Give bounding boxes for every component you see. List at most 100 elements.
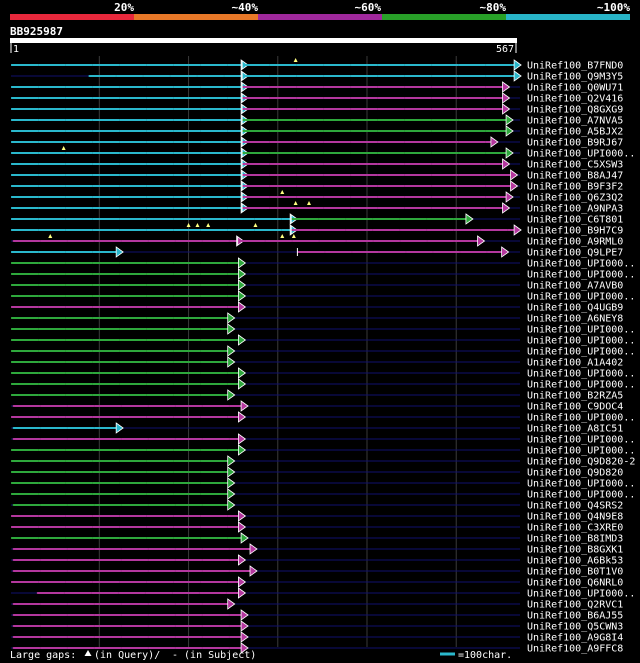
- hit-label[interactable]: UniRef100_UPI000..: [527, 270, 635, 281]
- hit-label[interactable]: UniRef100_A6NEY8: [527, 314, 623, 325]
- hit-label[interactable]: UniRef100_A9FFC8: [527, 644, 623, 655]
- hit-row[interactable]: UniRef100_UPI000..: [11, 433, 635, 446]
- hit-label[interactable]: UniRef100_A9RML0: [527, 237, 623, 248]
- hit-row[interactable]: UniRef100_UPI000..: [11, 488, 635, 501]
- hit-label[interactable]: UniRef100_C5XSW3: [527, 160, 623, 171]
- hit-label[interactable]: UniRef100_Q8GXG9: [527, 105, 623, 116]
- hit-row[interactable]: UniRef100_Q8GXG9: [11, 103, 623, 116]
- hit-row[interactable]: UniRef100_B8GXK1: [11, 543, 623, 556]
- hit-label[interactable]: UniRef100_Q9M3Y5: [527, 72, 623, 83]
- hit-label[interactable]: UniRef100_Q6NRL0: [527, 578, 623, 589]
- hit-row[interactable]: UniRef100_A7AVB0: [11, 279, 623, 292]
- hit-row[interactable]: UniRef100_A8IC51: [11, 422, 623, 435]
- hit-row[interactable]: UniRef100_C3XRE0: [11, 521, 623, 534]
- hit-label[interactable]: UniRef100_UPI000..: [527, 369, 635, 380]
- hit-row[interactable]: UniRef100_A7NVA5: [11, 114, 623, 127]
- hit-row[interactable]: UniRef100_UPI000..: [11, 477, 635, 490]
- hit-label[interactable]: UniRef100_A6Bk53: [527, 556, 623, 567]
- hit-label[interactable]: UniRef100_A9G8I4: [527, 633, 623, 644]
- hit-row[interactable]: UniRef100_A9FFC8: [11, 642, 623, 655]
- hit-row[interactable]: UniRef100_UPI000..: [11, 323, 635, 336]
- hit-row[interactable]: UniRef100_B6AJ55: [11, 609, 623, 622]
- hit-label[interactable]: UniRef100_C9DOC4: [527, 402, 623, 413]
- hit-row[interactable]: UniRef100_B8IMD3: [11, 532, 623, 545]
- hit-label[interactable]: UniRef100_Q4SRS2: [527, 501, 623, 512]
- hit-row[interactable]: UniRef100_B2RZA5: [11, 389, 623, 402]
- hit-label[interactable]: UniRef100_UPI000..: [527, 490, 635, 501]
- hit-label[interactable]: UniRef100_Q0WU71: [527, 83, 623, 94]
- hit-row[interactable]: UniRef100_B9F3F2: [11, 180, 623, 193]
- hit-row[interactable]: UniRef100_C6T801: [11, 213, 623, 226]
- hit-label[interactable]: UniRef100_B9F3F2: [527, 182, 623, 193]
- hit-label[interactable]: UniRef100_Q9LPE7: [527, 248, 623, 259]
- hit-label[interactable]: UniRef100_UPI000..: [527, 413, 635, 424]
- hit-row[interactable]: UniRef100_Q4N9E8: [11, 510, 623, 523]
- hit-label[interactable]: UniRef100_UPI000..: [527, 149, 635, 160]
- hit-label[interactable]: UniRef100_UPI000..: [527, 380, 635, 391]
- hit-row[interactable]: UniRef100_Q4SRS2: [11, 499, 623, 512]
- hit-label[interactable]: UniRef100_B0T1V0: [527, 567, 623, 578]
- hit-label[interactable]: UniRef100_A5BJX2: [527, 127, 623, 138]
- hit-label[interactable]: UniRef100_UPI000..: [527, 292, 635, 303]
- hit-label[interactable]: UniRef100_A7NVA5: [527, 116, 623, 127]
- hit-label[interactable]: UniRef100_B8AJ47: [527, 171, 623, 182]
- hit-label[interactable]: UniRef100_UPI000..: [527, 336, 635, 347]
- hit-label[interactable]: UniRef100_UPI000..: [527, 347, 635, 358]
- hit-label[interactable]: UniRef100_A1A402: [527, 358, 623, 369]
- hit-row[interactable]: UniRef100_A9G8I4: [11, 631, 623, 644]
- hit-row[interactable]: UniRef100_Q5CWN3: [11, 620, 623, 633]
- hit-row[interactable]: UniRef100_B9H7C9: [11, 223, 623, 237]
- hit-label[interactable]: UniRef100_B9RJ67: [527, 138, 623, 149]
- hit-label[interactable]: UniRef100_A7AVB0: [527, 281, 623, 292]
- hit-label[interactable]: UniRef100_Q5CWN3: [527, 622, 623, 633]
- hit-row[interactable]: UniRef100_UPI000..: [11, 411, 635, 424]
- hit-label[interactable]: UniRef100_UPI000..: [527, 435, 635, 446]
- hit-row[interactable]: UniRef100_A6Bk53: [11, 554, 623, 567]
- hit-row[interactable]: UniRef100_B7FND0: [11, 58, 623, 72]
- hit-row[interactable]: UniRef100_C5XSW3: [11, 158, 623, 171]
- hit-label[interactable]: UniRef100_C6T801: [527, 215, 623, 226]
- hit-label[interactable]: UniRef100_UPI000..: [527, 446, 635, 457]
- hit-row[interactable]: UniRef100_UPI000..: [11, 345, 635, 358]
- hit-row[interactable]: UniRef100_UPI000..: [11, 268, 635, 281]
- hit-label[interactable]: UniRef100_A9NPA3: [527, 204, 623, 215]
- hit-row[interactable]: UniRef100_UPI000..: [11, 367, 635, 380]
- hit-row[interactable]: UniRef100_B0T1V0: [11, 565, 623, 578]
- hit-row[interactable]: UniRef100_A9NPA3: [11, 201, 623, 215]
- hit-row[interactable]: UniRef100_UPI000..: [11, 257, 635, 270]
- hit-label[interactable]: UniRef100_UPI000..: [527, 325, 635, 336]
- hit-label[interactable]: UniRef100_Q2V416: [527, 94, 623, 105]
- hit-label[interactable]: UniRef100_UPI000..: [527, 479, 635, 490]
- hit-row[interactable]: UniRef100_UPI000..: [11, 334, 635, 347]
- hit-row[interactable]: UniRef100_Q2RVC1: [11, 598, 623, 611]
- hit-row[interactable]: UniRef100_UPI000..: [11, 290, 635, 303]
- hit-row[interactable]: UniRef100_UPI000..: [11, 587, 635, 600]
- hit-row[interactable]: UniRef100_Q0WU71: [11, 81, 623, 94]
- hit-label[interactable]: UniRef100_C3XRE0: [527, 523, 623, 534]
- hit-row[interactable]: UniRef100_C9DOC4: [11, 400, 623, 413]
- hit-row[interactable]: UniRef100_Q9M3Y5: [11, 70, 623, 83]
- hit-label[interactable]: UniRef100_B9H7C9: [527, 226, 623, 237]
- hit-row[interactable]: UniRef100_Q6NRL0: [11, 576, 623, 589]
- hit-row[interactable]: UniRef100_A6NEY8: [11, 312, 623, 325]
- hit-row[interactable]: UniRef100_Q9LPE7: [11, 246, 623, 259]
- hit-row[interactable]: UniRef100_B9RJ67: [11, 136, 623, 149]
- hit-row[interactable]: UniRef100_Q6Z3Q2: [11, 190, 623, 204]
- hit-label[interactable]: UniRef100_B8GXK1: [527, 545, 623, 556]
- hit-label[interactable]: UniRef100_B6AJ55: [527, 611, 623, 622]
- hit-label[interactable]: UniRef100_Q9D820: [527, 468, 623, 479]
- hit-label[interactable]: UniRef100_Q4N9E8: [527, 512, 623, 523]
- hit-row[interactable]: UniRef100_UPI000..: [11, 444, 635, 457]
- hit-row[interactable]: UniRef100_A9RML0: [11, 234, 623, 248]
- hit-row[interactable]: UniRef100_Q9D820-2: [11, 455, 635, 468]
- hit-label[interactable]: UniRef100_Q9D820-2: [527, 457, 635, 468]
- hit-row[interactable]: UniRef100_UPI000..: [11, 378, 635, 391]
- hit-label[interactable]: UniRef100_Q2RVC1: [527, 600, 623, 611]
- hit-label[interactable]: UniRef100_B7FND0: [527, 61, 623, 72]
- hit-label[interactable]: UniRef100_B2RZA5: [527, 391, 623, 402]
- hit-row[interactable]: UniRef100_A1A402: [11, 356, 623, 369]
- hit-row[interactable]: UniRef100_Q9D820: [11, 466, 623, 479]
- hit-row[interactable]: UniRef100_Q2V416: [11, 92, 623, 105]
- hit-label[interactable]: UniRef100_Q6Z3Q2: [527, 193, 623, 204]
- hit-label[interactable]: UniRef100_UPI000..: [527, 259, 635, 270]
